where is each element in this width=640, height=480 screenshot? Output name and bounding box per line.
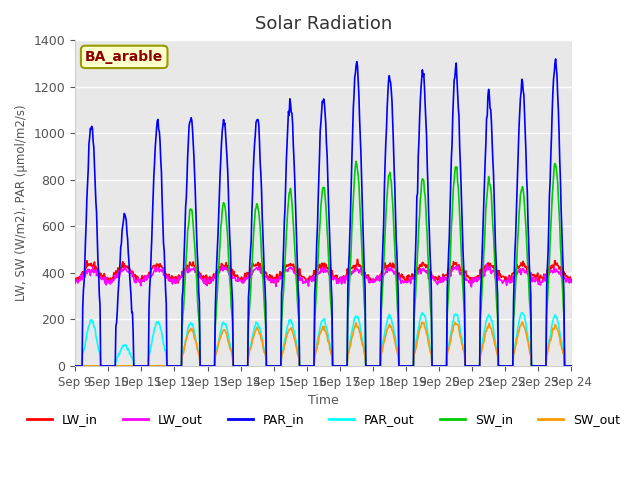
Line: SW_in: SW_in (75, 161, 572, 366)
LW_out (568, 279, 575, 285)
PAR_in (552, 56, 559, 62)
LW_in (71, 276, 79, 282)
LW_in (354, 256, 362, 262)
Legend: LW_in, LW_out, PAR_in, PAR_out, SW_in, SW_out: LW_in, LW_out, PAR_in, PAR_out, SW_in, S… (22, 408, 625, 432)
SW_out (131, 363, 139, 369)
PAR_out (131, 363, 139, 369)
PAR_out (208, 363, 216, 369)
SW_in (131, 363, 139, 369)
Line: PAR_out: PAR_out (75, 312, 572, 366)
Title: Solar Radiation: Solar Radiation (255, 15, 392, 33)
PAR_out (182, 337, 189, 343)
PAR_out (71, 363, 79, 369)
SW_out (383, 326, 391, 332)
LW_in (399, 276, 407, 281)
Text: BA_arable: BA_arable (85, 50, 163, 64)
LW_in (209, 277, 216, 283)
SW_out (398, 363, 406, 369)
SW_out (518, 319, 526, 325)
SW_in (352, 158, 360, 164)
LW_out (208, 275, 216, 280)
LW_out (383, 269, 391, 275)
PAR_in (182, 204, 189, 210)
PAR_in (208, 363, 216, 369)
LW_in (385, 262, 392, 268)
Line: PAR_in: PAR_in (75, 59, 572, 366)
LW_in (131, 272, 139, 277)
LW_out (182, 268, 189, 274)
PAR_out (398, 363, 406, 369)
Line: LW_in: LW_in (75, 259, 572, 284)
SW_in (399, 363, 406, 369)
LW_out (468, 284, 476, 290)
SW_in (71, 363, 79, 369)
PAR_out (383, 319, 391, 324)
LW_out (398, 278, 406, 284)
PAR_in (71, 363, 79, 369)
PAR_out (80, 346, 88, 352)
SW_in (208, 363, 216, 369)
PAR_in (398, 363, 406, 369)
SW_out (182, 338, 189, 344)
SW_out (568, 363, 575, 369)
SW_in (80, 363, 88, 369)
Line: LW_out: LW_out (75, 264, 572, 287)
LW_in (202, 281, 209, 287)
X-axis label: Time: Time (308, 394, 339, 407)
LW_in (80, 271, 88, 276)
PAR_out (419, 310, 426, 315)
Line: SW_out: SW_out (75, 322, 572, 366)
LW_out (483, 261, 490, 267)
PAR_out (568, 363, 575, 369)
Y-axis label: LW, SW (W/m2), PAR (μmol/m2/s): LW, SW (W/m2), PAR (μmol/m2/s) (15, 105, 28, 301)
PAR_in (80, 278, 88, 284)
PAR_in (383, 105, 391, 110)
SW_in (568, 363, 575, 369)
LW_out (71, 280, 79, 286)
PAR_in (568, 363, 575, 369)
LW_out (131, 278, 139, 284)
SW_out (208, 363, 216, 369)
SW_out (71, 363, 79, 369)
SW_in (384, 182, 392, 188)
SW_out (80, 363, 88, 369)
LW_in (568, 277, 575, 283)
PAR_in (131, 363, 139, 369)
LW_out (80, 271, 88, 276)
SW_in (182, 264, 189, 270)
LW_in (182, 266, 189, 272)
